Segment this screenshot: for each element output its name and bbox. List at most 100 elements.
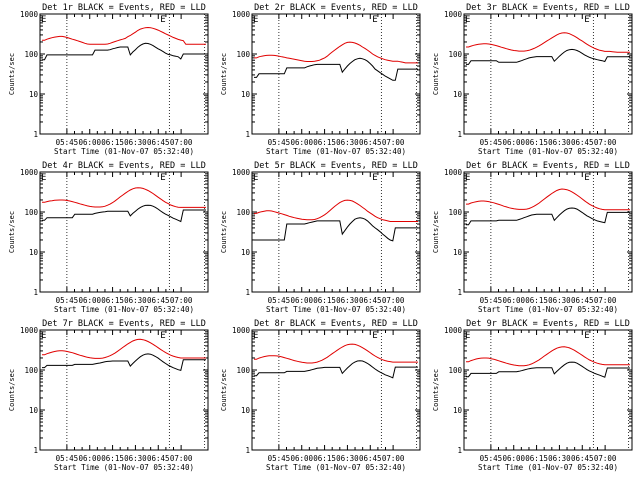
lld-series-line (254, 343, 418, 364)
y-tick-label: 1 (245, 446, 250, 455)
events-series-line (42, 353, 206, 372)
x-tick-label: 05:45 (268, 138, 291, 147)
x-tick-label: 06:30 (548, 138, 571, 147)
x-tick-label: 06:00 (502, 138, 525, 147)
panel-title: Det 8r BLACK = Events, RED = LLD (254, 319, 418, 329)
lld-series-line (466, 188, 630, 211)
y-tick-label: 1000 (444, 326, 463, 335)
y-tick-label: 10 (453, 90, 463, 99)
x-tick-label: 06:15 (101, 138, 124, 147)
lld-series-line (42, 338, 206, 359)
y-tick-label: 1000 (444, 168, 463, 177)
y-tick-label: 1 (33, 446, 38, 455)
y-tick-label: 1000 (20, 168, 39, 177)
plot-frame (251, 171, 421, 293)
events-series-line (466, 207, 630, 226)
y-tick-label: 100 (448, 208, 462, 217)
x-tick-label: 06:45 (359, 138, 382, 147)
panel-title: Det 2r BLACK = Events, RED = LLD (254, 3, 418, 13)
y-tick-label: 10 (241, 406, 251, 415)
y-tick-label: 1 (245, 130, 250, 139)
y-tick-label: 10 (29, 406, 39, 415)
panel-title: Det 5r BLACK = Events, RED = LLD (254, 161, 418, 171)
event-marker-label: E (584, 331, 589, 341)
x-tick-label: 06:00 (290, 454, 313, 463)
x-tick-label: 07:00 (170, 454, 193, 463)
x-axis-label: Start Time (01-Nov-07 05:32:40) (478, 305, 618, 314)
panel-det-7: Det 7r BLACK = Events, RED = LLD 1 10 100 10… (8, 319, 209, 472)
events-series-line (254, 57, 418, 81)
event-marker-label: E (372, 331, 377, 341)
plot-frame (463, 171, 633, 293)
events-series-line (254, 217, 418, 242)
panel-det-3: Det 3r BLACK = Events, RED = LLD 1 10 100 10… (432, 3, 633, 156)
x-tick-label: 07:00 (594, 454, 617, 463)
panel-title: Det 9r BLACK = Events, RED = LLD (466, 319, 630, 329)
y-tick-label: 100 (236, 366, 250, 375)
y-tick-label: 100 (24, 50, 38, 59)
x-tick-label: 06:00 (502, 296, 525, 305)
panel-title: Det 7r BLACK = Events, RED = LLD (42, 319, 206, 329)
x-tick-label: 07:00 (170, 138, 193, 147)
y-tick-label: 10 (241, 248, 251, 257)
y-axis-label: Counts/sec (8, 211, 16, 253)
y-tick-label: 100 (236, 50, 250, 59)
events-series-line (466, 48, 630, 65)
y-tick-label: 1 (245, 288, 250, 297)
x-tick-label: 06:30 (336, 138, 359, 147)
y-tick-label: 10 (453, 406, 463, 415)
x-tick-label: 06:45 (147, 138, 170, 147)
y-tick-label: 10 (29, 90, 39, 99)
x-tick-label: 06:00 (290, 138, 313, 147)
event-marker-label: E (465, 15, 470, 25)
x-tick-label: 05:45 (268, 296, 291, 305)
x-tick-label: 06:30 (124, 454, 147, 463)
y-tick-label: 1000 (20, 10, 39, 19)
y-tick-label: 100 (448, 366, 462, 375)
x-tick-label: 06:30 (548, 296, 571, 305)
panel-det-4: Det 4r BLACK = Events, RED = LLD 1 10 100 10… (8, 161, 209, 314)
y-axis-label: Counts/sec (220, 53, 228, 95)
y-tick-label: 10 (453, 248, 463, 257)
y-axis-label: Counts/sec (220, 369, 228, 411)
event-marker-label: E (41, 173, 46, 183)
event-marker-label: E (160, 331, 165, 341)
x-tick-label: 07:00 (382, 454, 405, 463)
x-tick-label: 05:45 (480, 296, 503, 305)
lld-series-line (466, 32, 630, 53)
x-tick-label: 06:45 (147, 454, 170, 463)
y-tick-label: 1 (33, 288, 38, 297)
x-axis-label: Start Time (01-Nov-07 05:32:40) (266, 463, 406, 472)
event-marker-label: E (41, 15, 46, 25)
x-tick-label: 06:00 (78, 296, 101, 305)
panel-det-8: Det 8r BLACK = Events, RED = LLD 1 10 100 10… (220, 319, 421, 472)
x-tick-label: 06:15 (313, 454, 336, 463)
x-tick-label: 06:15 (525, 454, 548, 463)
plot-frame (251, 329, 421, 451)
event-marker-label: E (465, 173, 470, 183)
x-tick-label: 05:45 (56, 138, 79, 147)
x-axis-label: Start Time (01-Nov-07 05:32:40) (266, 305, 406, 314)
y-tick-label: 1 (457, 130, 462, 139)
x-tick-label: 06:15 (101, 296, 124, 305)
panel-det-2: Det 2r BLACK = Events, RED = LLD 1 10 100 10… (220, 3, 421, 156)
event-marker-label: E (253, 331, 258, 341)
event-marker-label: E (41, 331, 46, 341)
events-series-line (466, 361, 630, 378)
event-marker-label: E (253, 15, 258, 25)
x-tick-label: 06:45 (571, 138, 594, 147)
events-series-line (42, 204, 206, 223)
y-axis-label: Counts/sec (8, 53, 16, 95)
x-tick-label: 05:45 (268, 454, 291, 463)
plot-frame (463, 13, 633, 135)
x-tick-label: 06:00 (78, 454, 101, 463)
y-tick-label: 1000 (444, 10, 463, 19)
x-tick-label: 05:45 (480, 138, 503, 147)
x-tick-label: 07:00 (382, 138, 405, 147)
event-marker-label: E (160, 15, 165, 25)
events-series-line (254, 360, 418, 379)
y-tick-label: 1000 (232, 10, 251, 19)
y-tick-label: 100 (24, 366, 38, 375)
event-marker-label: E (372, 15, 377, 25)
